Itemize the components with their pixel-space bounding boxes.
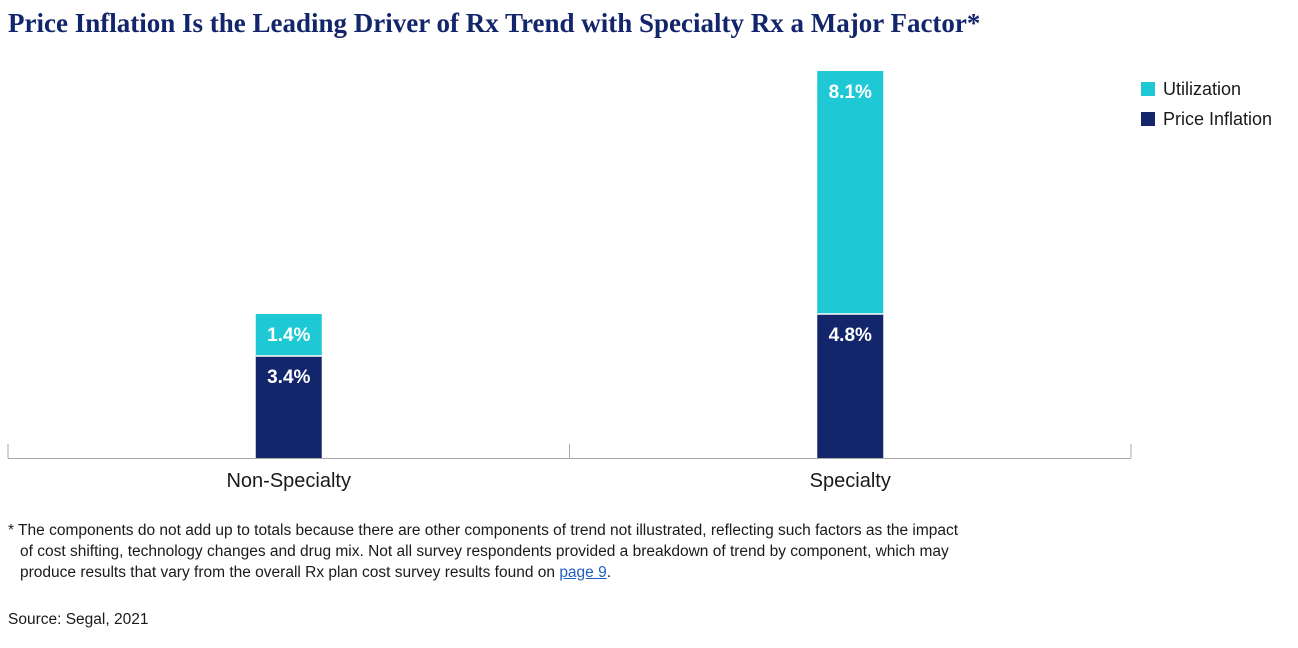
legend-item-utilization: Utilization xyxy=(1141,74,1272,104)
footnote-line-1: * The components do not add up to totals… xyxy=(8,522,959,539)
footnote-line-2: of cost shifting, technology changes and… xyxy=(20,543,949,560)
source-note: Source: Segal, 2021 xyxy=(8,611,149,628)
data-label: 1.4% xyxy=(267,325,310,346)
footnote-end: . xyxy=(606,564,612,581)
legend: Utilization Price Inflation xyxy=(1141,74,1272,134)
bar-price-inflation-non-specialty xyxy=(255,356,322,458)
legend-swatch-price-inflation xyxy=(1141,112,1155,126)
legend-label-utilization: Utilization xyxy=(1163,78,1242,99)
category-label: Non-Specialty xyxy=(226,470,351,492)
legend-label-price-inflation: Price Inflation xyxy=(1163,108,1273,129)
footnote: * The components do not add up to totals… xyxy=(8,520,1118,583)
footnote-line-3-text: produce results that vary from the overa… xyxy=(20,564,560,581)
legend-item-price-inflation: Price Inflation xyxy=(1141,104,1272,134)
legend-swatch-utilization xyxy=(1141,82,1155,96)
footnote-line-3: produce results that vary from the overa… xyxy=(8,562,1118,583)
data-label: 3.4% xyxy=(267,367,310,388)
bar-utilization-non-specialty xyxy=(255,314,322,356)
data-label: 4.8% xyxy=(829,325,872,346)
chart-title: Price Inflation Is the Leading Driver of… xyxy=(8,8,981,38)
bar-utilization-specialty xyxy=(817,71,884,314)
data-label: 8.1% xyxy=(829,82,872,103)
category-label: Specialty xyxy=(810,470,891,492)
bar-price-inflation-specialty xyxy=(817,314,884,458)
page-9-link[interactable]: page 9 xyxy=(559,564,607,581)
